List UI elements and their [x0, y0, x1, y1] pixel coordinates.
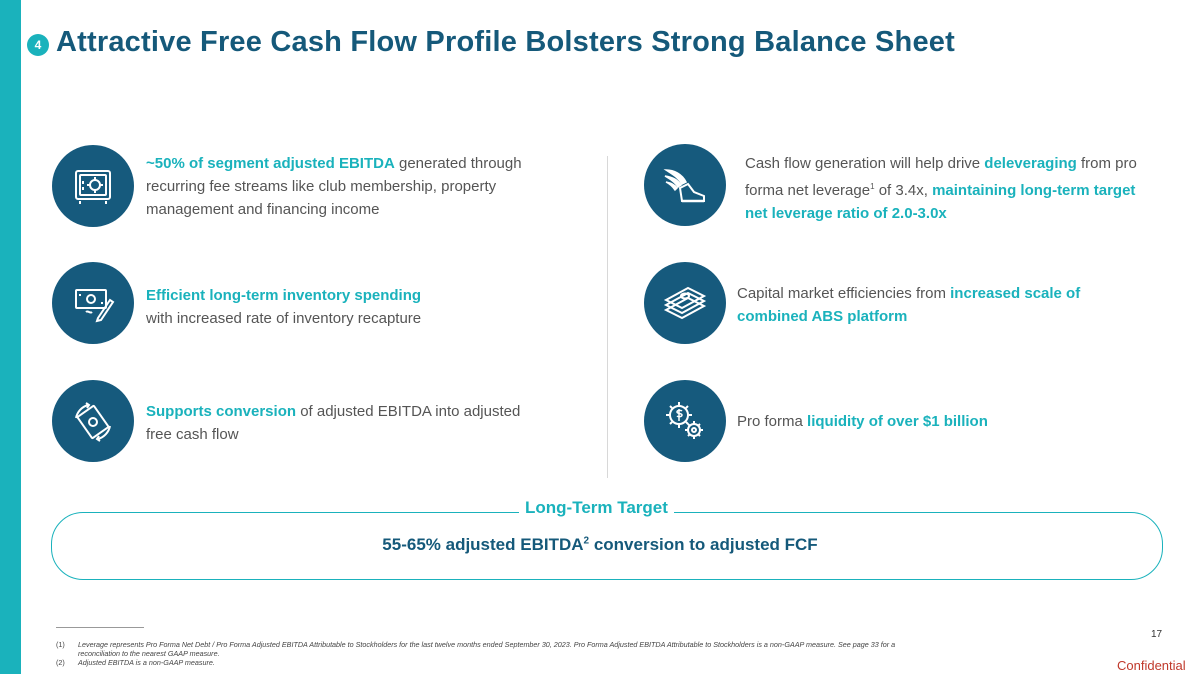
liquidity-text: Pro forma liquidity of over $1 billion: [737, 410, 1147, 433]
footnotes: (1) Leverage represents Pro Forma Net De…: [56, 640, 896, 667]
recurring-fee-body: generated through recurring fee streams …: [146, 155, 522, 218]
cash-cycle-icon: [52, 380, 134, 462]
liquidity-highlight: liquidity of over $1 billion: [807, 413, 988, 430]
long-term-target-label: Long-Term Target: [519, 498, 674, 518]
page-number: 17: [1151, 629, 1163, 640]
target-text-b: conversion to adjusted FCF: [589, 535, 818, 554]
footnote-text: Leverage represents Pro Forma Net Debt /…: [78, 640, 896, 658]
winged-shoe-icon: [644, 144, 726, 226]
footnote-ref-2: 2: [583, 535, 590, 547]
footnote-item: (1) Leverage represents Pro Forma Net De…: [56, 640, 896, 658]
deleveraging-text-c: of 3.4x,: [874, 182, 933, 199]
footnote-text: Adjusted EBITDA is a non-GAAP measure.: [78, 658, 215, 667]
recurring-fee-text: ~50% of segment adjusted EBITDA generate…: [146, 152, 546, 221]
conversion-highlight: Supports conversion: [146, 403, 297, 420]
money-pen-icon: [52, 262, 134, 344]
capital-market-highlight: increased scale of combined ABS platform: [737, 285, 1081, 325]
conversion-text: Supports conversion of adjusted EBITDA i…: [146, 400, 546, 446]
section-number-badge: 4: [27, 34, 49, 56]
target-leverage-highlight: maintaining long-term target net leverag…: [745, 182, 1136, 222]
footnote-marker: (1): [56, 640, 65, 649]
deleveraging-text: Cash flow generation will help drive del…: [745, 152, 1155, 225]
inventory-spending-body: with increased rate of inventory recaptu…: [146, 310, 422, 327]
long-term-target-text: 55-65% adjusted EBITDA2 conversion to ad…: [0, 535, 1200, 555]
inventory-spending-highlight: Efficient long-term inventory spending: [146, 287, 422, 304]
liquidity-body: Pro forma: [737, 413, 808, 430]
target-text-a: 55-65% adjusted EBITDA: [382, 535, 584, 554]
left-accent-bar: [0, 0, 21, 674]
recurring-fee-highlight: ~50% of segment adjusted EBITDA: [146, 155, 395, 172]
long-term-target-box: [51, 512, 1163, 580]
safe-icon: [52, 145, 134, 227]
column-divider: [607, 156, 608, 478]
footnote-item: (2) Adjusted EBITDA is a non-GAAP measur…: [56, 658, 896, 667]
deleveraging-highlight: deleveraging: [984, 155, 1077, 172]
deleveraging-text-b: from pro forma net leverage: [745, 155, 1137, 199]
dollar-gears-icon: [644, 380, 726, 462]
page-title: Attractive Free Cash Flow Profile Bolste…: [56, 26, 955, 58]
cash-stack-icon: [644, 262, 726, 344]
capital-market-body: Capital market efficiencies from: [737, 285, 951, 302]
confidential-label: Confidential: [1117, 658, 1186, 673]
conversion-body: of adjusted EBITDA into adjusted free ca…: [146, 403, 521, 443]
footnote-marker: (2): [56, 658, 65, 667]
deleveraging-text-a: Cash flow generation will help drive: [745, 155, 985, 172]
capital-market-text: Capital market efficiencies from increas…: [737, 282, 1147, 328]
inventory-spending-text: Efficient long-term inventory spending w…: [146, 284, 546, 330]
footnote-ref-1: 1: [870, 182, 875, 191]
footnote-rule: [56, 627, 144, 628]
